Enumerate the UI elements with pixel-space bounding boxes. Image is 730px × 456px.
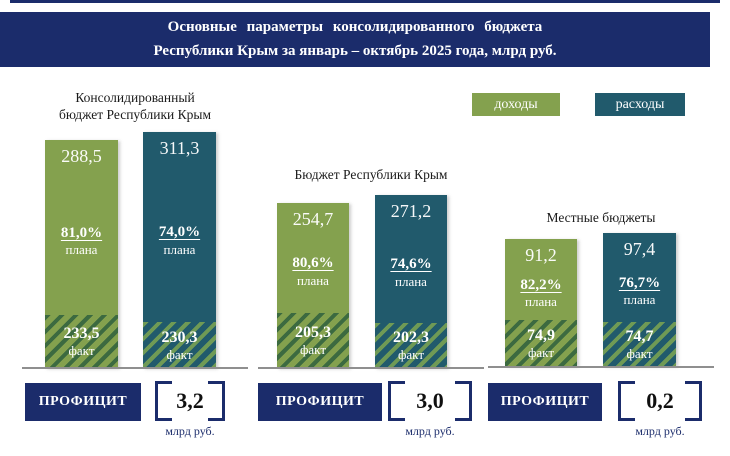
fact-value: 74,9: [527, 326, 555, 344]
fact-caption: факт: [626, 345, 653, 361]
plan-total-value: 288,5: [61, 146, 102, 166]
percent-of-plan-value: 81,0%: [60, 224, 103, 241]
fact-caption: факт: [527, 344, 555, 360]
fact-hatched-section: 205,3 факт: [277, 313, 349, 368]
bar-consolidated-expense: 311,3 74,0% плана 230,3 факт: [143, 132, 216, 368]
group-title-line: Консолидированный: [75, 90, 195, 105]
percent-of-plan-block: 74,0% плана: [159, 223, 200, 258]
slide-title-banner: Основные параметры консолидированного бю…: [0, 12, 710, 67]
bar-consolidated-income: 288,5 81,0% плана 233,5 факт: [45, 140, 118, 368]
percent-of-plan-block: 82,2% плана: [520, 276, 561, 311]
percent-of-plan-caption: плана: [65, 242, 98, 258]
slide-title-line1: Основные параметры консолидированного бю…: [167, 19, 543, 36]
fact-hatched-section: 233,5 факт: [45, 315, 118, 368]
percent-of-plan-block: 76,7% плана: [619, 274, 660, 309]
group-title-consolidated: Консолидированный бюджет Республики Крым: [25, 90, 245, 124]
percent-of-plan-value: 74,0%: [158, 224, 201, 240]
surplus-unit-local: млрд руб.: [635, 424, 685, 438]
fact-caption: факт: [68, 343, 95, 359]
percent-of-plan-caption: плана: [623, 292, 656, 308]
bar-republic-income: 254,7 80,6% плана 205,3 факт: [277, 203, 349, 368]
slide-title-line2: Республики Крым за январь – октябрь 2025…: [153, 42, 557, 59]
fact-hatched-section: 230,3 факт: [143, 322, 216, 368]
percent-of-plan-caption: плана: [395, 273, 427, 289]
surplus-label-consolidated: ПРОФИЦИТ: [25, 383, 141, 421]
fact-hatched-section: 74,9 факт: [505, 320, 577, 366]
surplus-number: 3,0: [416, 388, 444, 413]
plan-total-value: 311,3: [159, 138, 200, 158]
surplus-unit-consolidated: млрд руб.: [165, 424, 215, 438]
plan-total-value: 254,7: [292, 209, 334, 229]
percent-of-plan-block: 81,0% плана: [61, 224, 102, 259]
plan-total-value: 271,2: [390, 201, 432, 221]
group-title-republic: Бюджет Республики Крым: [258, 167, 484, 184]
fact-value: 74,7: [625, 327, 654, 345]
fact-caption: факт: [166, 346, 193, 362]
group-title-line: бюджет Республики Крым: [58, 106, 212, 122]
surplus-label-local: ПРОФИЦИТ: [488, 383, 602, 421]
bar-local-expense: 97,4 76,7% плана 74,7 факт: [603, 233, 676, 366]
surplus-value-local: 0,2: [618, 381, 702, 421]
group-title-line: Бюджет Республики Крым: [294, 167, 448, 182]
fact-value: 233,5: [63, 325, 100, 343]
percent-of-plan-value: 74,6%: [390, 256, 432, 272]
legend-expense-chip: расходы: [595, 93, 685, 116]
legend-income-chip: доходы: [472, 93, 560, 116]
percent-of-plan-caption: плана: [297, 272, 329, 288]
surplus-number: 3,2: [176, 388, 204, 413]
fact-hatched-section: 74,7 факт: [603, 322, 676, 366]
surplus-number: 0,2: [646, 388, 674, 413]
surplus-unit-republic: млрд руб.: [405, 424, 455, 438]
top-divider-rule: [10, 0, 720, 3]
group-title-local: Местные бюджеты: [488, 210, 714, 227]
fact-value: 205,3: [295, 324, 331, 342]
bar-local-income: 91,2 82,2% плана 74,9 факт: [505, 239, 577, 366]
percent-of-plan-value: 82,2%: [520, 276, 562, 293]
group-baseline: [488, 366, 714, 368]
group-title-line: Местные бюджеты: [546, 210, 656, 225]
percent-of-plan-value: 80,6%: [292, 255, 334, 271]
bar-republic-expense: 271,2 74,6% плана 202,3 факт: [375, 195, 447, 368]
percent-of-plan-caption: плана: [163, 241, 196, 257]
surplus-label-republic: ПРОФИЦИТ: [258, 383, 382, 421]
fact-value: 230,3: [161, 328, 198, 346]
percent-of-plan-caption: плана: [525, 294, 557, 310]
fact-caption: факт: [397, 347, 425, 363]
fact-value: 202,3: [393, 329, 429, 347]
surplus-value-consolidated: 3,2: [155, 381, 225, 421]
percent-of-plan-value: 76,7%: [618, 274, 661, 291]
percent-of-plan-block: 74,6% плана: [390, 255, 431, 290]
surplus-value-republic: 3,0: [388, 381, 472, 421]
percent-of-plan-block: 80,6% плана: [292, 254, 333, 289]
group-baseline: [22, 367, 248, 369]
plan-total-value: 97,4: [623, 239, 656, 259]
fact-caption: факт: [299, 342, 327, 358]
fact-hatched-section: 202,3 факт: [375, 323, 447, 368]
group-baseline: [258, 367, 484, 369]
plan-total-value: 91,2: [525, 245, 557, 265]
